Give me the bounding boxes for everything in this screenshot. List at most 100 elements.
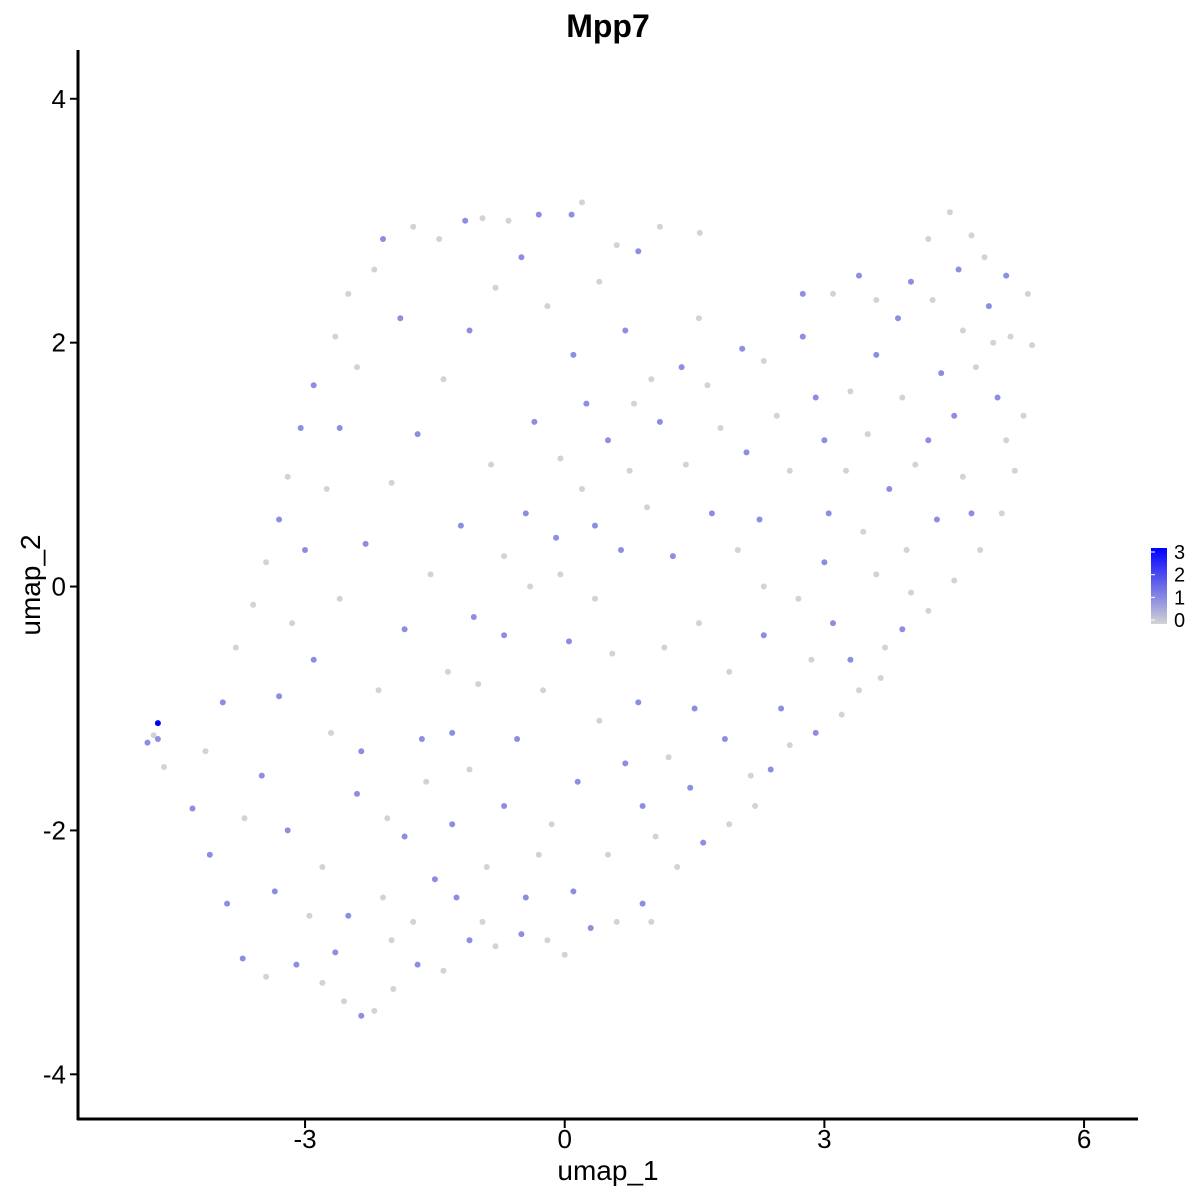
- cell-point-57: [760, 358, 767, 364]
- cell-point-76: [332, 333, 339, 340]
- cell-point-147: [622, 327, 629, 334]
- cell-point-105: [756, 516, 763, 523]
- cell-point-104: [734, 547, 741, 553]
- cell-point-14: [371, 1007, 378, 1014]
- cell-point-224: [955, 266, 962, 273]
- cell-point-25: [639, 900, 646, 907]
- cell-point-56: [799, 290, 806, 297]
- cell-point-20: [518, 931, 525, 938]
- cell-point-133: [354, 790, 360, 797]
- cell-point-179: [938, 370, 945, 377]
- cell-point-5: [189, 805, 196, 812]
- cell-point-134: [328, 729, 334, 736]
- cell-point-67: [535, 211, 542, 218]
- cell-point-99: [605, 437, 611, 444]
- cell-point-132: [388, 937, 395, 944]
- cell-point-114: [985, 303, 992, 310]
- cell-point-183: [843, 467, 849, 474]
- cell-point-97: [553, 534, 560, 541]
- cell-point-223: [929, 297, 936, 303]
- cell-point-9: [263, 973, 270, 980]
- cell-point-17: [440, 967, 447, 974]
- cell-point-92: [423, 778, 430, 785]
- cell-point-93: [449, 729, 456, 736]
- cell-point-164: [540, 687, 547, 694]
- y-tick-label-3: 2: [52, 328, 66, 358]
- cell-point-149: [397, 315, 404, 322]
- cell-point-146: [596, 278, 603, 285]
- cell-point-207: [609, 650, 616, 657]
- cell-point-115: [959, 473, 966, 480]
- colorbar: [1151, 548, 1167, 624]
- cell-point-199: [384, 815, 391, 822]
- cell-point-24: [613, 918, 620, 925]
- cell-point-153: [302, 547, 308, 553]
- cell-point-41: [998, 510, 1005, 517]
- cell-point-229: [882, 644, 888, 651]
- y-tick-label-1: -2: [43, 815, 66, 845]
- cell-point-155: [276, 693, 283, 700]
- cell-point-174: [808, 656, 815, 663]
- cell-point-112: [951, 412, 958, 419]
- cell-point-54: [830, 290, 836, 297]
- cell-point-72: [410, 223, 417, 230]
- cell-point-120: [795, 595, 802, 602]
- cell-point-221: [864, 431, 871, 438]
- cell-point-46: [1003, 272, 1010, 279]
- cell-point-66: [568, 211, 575, 218]
- cell-point-91: [401, 833, 408, 840]
- cell-point-106: [786, 467, 793, 474]
- cell-point-151: [336, 425, 343, 431]
- cell-point-225: [990, 339, 997, 346]
- x-tick-label-0: -3: [293, 1124, 316, 1154]
- cell-point-136: [336, 595, 343, 602]
- cell-point-48: [968, 232, 975, 239]
- cell-point-228: [908, 589, 914, 596]
- cell-point-219: [760, 583, 767, 590]
- cell-point-226: [1003, 437, 1010, 444]
- cell-point-45: [1024, 290, 1031, 297]
- cell-point-165: [566, 638, 572, 645]
- cell-point-212: [622, 760, 629, 767]
- cell-point-10: [293, 961, 300, 968]
- cell-point-79: [284, 473, 291, 480]
- cell-point-211: [652, 833, 659, 840]
- cell-point-31: [767, 766, 774, 773]
- cell-point-167: [618, 547, 624, 553]
- cell-point-71: [436, 236, 443, 242]
- cell-point-68: [505, 217, 512, 224]
- cell-point-170: [695, 620, 702, 627]
- cell-point-156: [241, 815, 248, 822]
- cell-point-36: [877, 675, 884, 681]
- cell-point-118: [873, 571, 880, 578]
- colorbar-label-2: 2: [1174, 565, 1185, 587]
- cell-point-100: [631, 400, 637, 407]
- cell-point-124: [665, 754, 672, 761]
- cell-point-86: [258, 772, 265, 779]
- cell-point-196: [401, 626, 408, 633]
- cell-point-150: [354, 364, 360, 371]
- cell-point-34: [838, 711, 845, 718]
- cell-point-194: [457, 522, 464, 529]
- cell-point-180: [959, 327, 966, 334]
- cell-point-98: [579, 486, 585, 492]
- cell-point-102: [682, 461, 689, 468]
- cell-point-47: [981, 254, 988, 261]
- cell-point-148: [648, 376, 655, 383]
- cell-point-188: [678, 364, 685, 371]
- cell-point-185: [773, 412, 780, 419]
- cell-point-186: [743, 449, 750, 456]
- cell-point-117: [903, 547, 910, 553]
- cell-point-169: [669, 553, 676, 560]
- cell-point-44: [1029, 342, 1036, 349]
- cell-point-178: [912, 461, 919, 468]
- cell-point-119: [821, 559, 828, 566]
- cell-point-131: [431, 876, 438, 883]
- cell-point-16: [414, 961, 421, 968]
- cell-point-51: [908, 278, 914, 285]
- cell-point-222: [895, 315, 901, 322]
- cell-point-204: [531, 418, 538, 425]
- cell-point-177: [886, 486, 893, 492]
- cell-point-59: [704, 382, 711, 389]
- cell-point-55: [799, 333, 806, 340]
